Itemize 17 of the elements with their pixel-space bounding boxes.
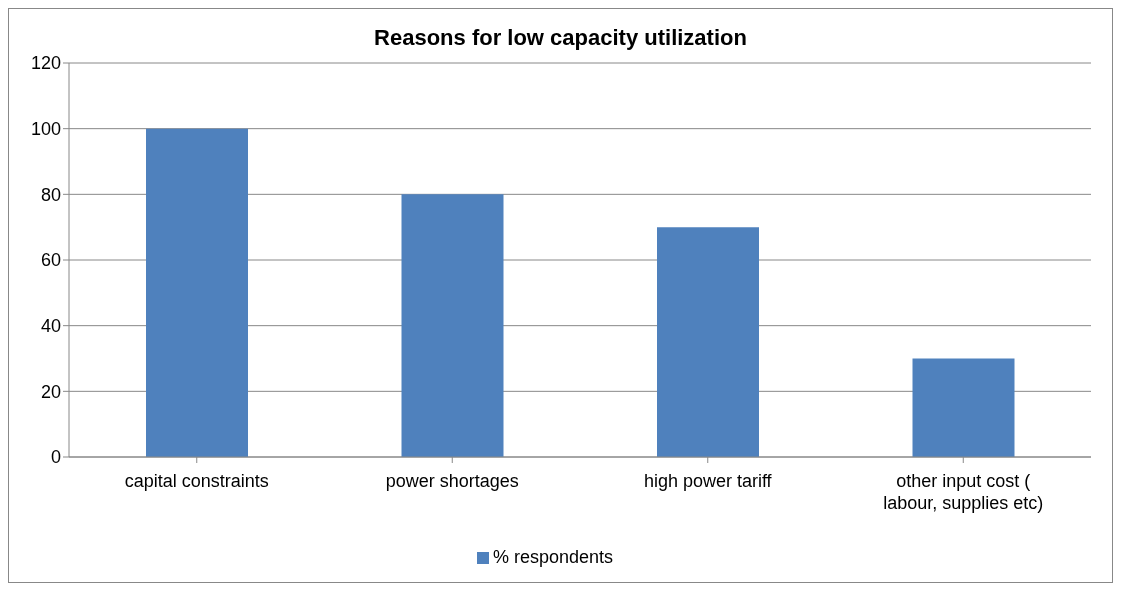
y-tick-label: 100	[30, 119, 61, 140]
y-tick-label: 60	[40, 250, 61, 271]
x-tick-label: other input cost ( labour, supplies etc)	[883, 471, 1044, 513]
bar	[146, 128, 248, 457]
y-tick-label: 20	[40, 381, 61, 402]
bar	[912, 358, 1015, 457]
bar	[401, 194, 504, 457]
y-tick-label: 0	[50, 447, 61, 468]
x-tick-label: high power tariff	[643, 471, 773, 491]
y-tick-label: 40	[40, 316, 61, 337]
bar	[657, 227, 759, 457]
x-tick-label: power shortages	[385, 471, 519, 491]
chart-title: Reasons for low capacity utilization	[373, 25, 748, 52]
y-tick-label: 80	[40, 184, 61, 205]
x-tick-label: capital constraints	[124, 471, 269, 491]
y-tick-label: 120	[30, 53, 61, 74]
legend-label: % respondents	[492, 547, 614, 567]
